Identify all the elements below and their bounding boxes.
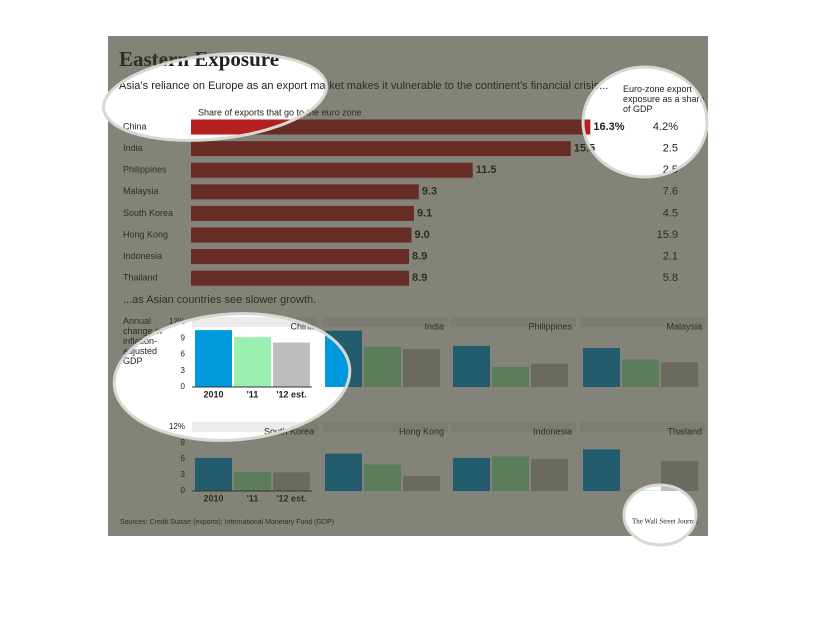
- highlight-rings: [102, 52, 709, 547]
- dim-overlay: [108, 36, 708, 536]
